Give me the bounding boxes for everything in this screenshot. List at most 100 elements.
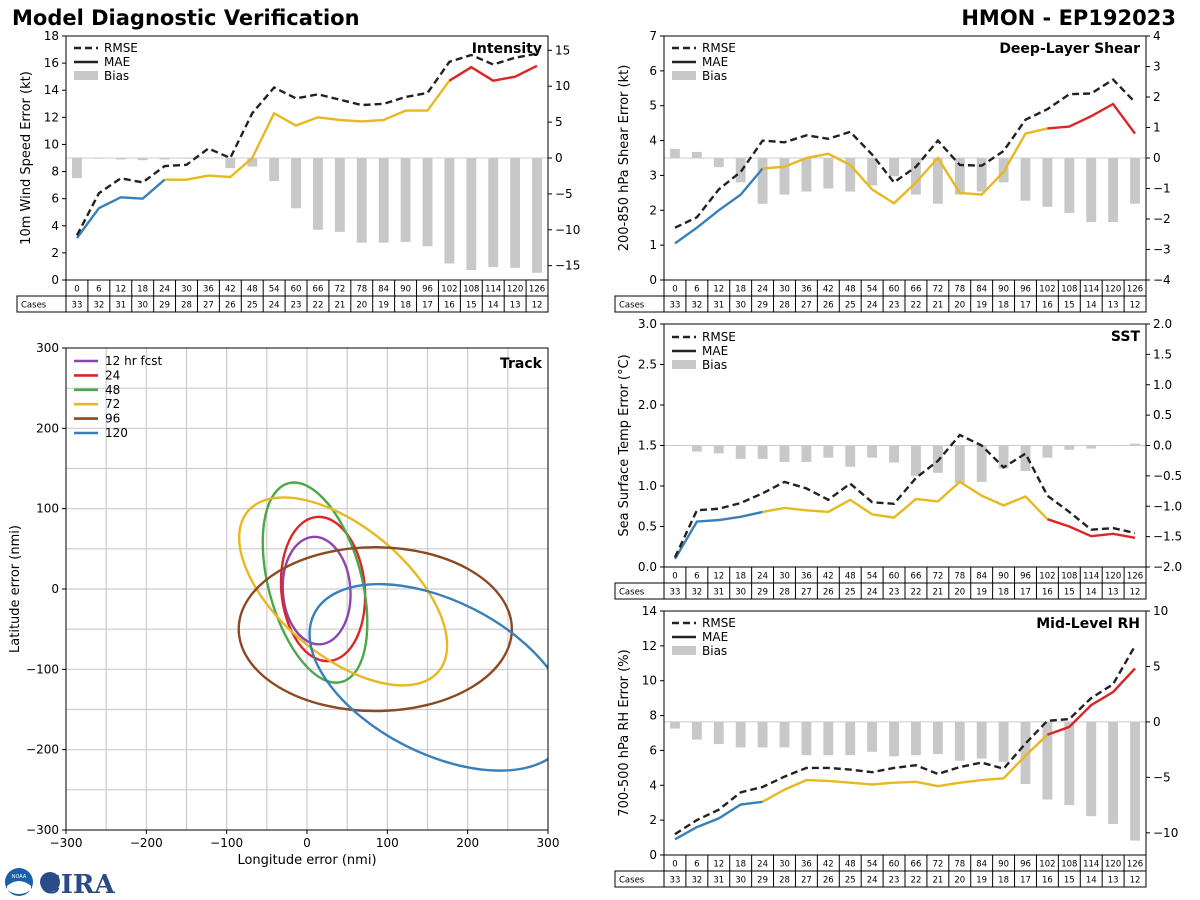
track-ytick-label: 100 <box>36 502 59 516</box>
sst-bias-bar <box>735 445 746 459</box>
shear-bias-bar <box>976 158 987 192</box>
shear-hour-cell: 24 <box>757 285 768 295</box>
shear-bias-bar <box>801 158 812 192</box>
intensity-bias-bar <box>115 158 126 160</box>
intensity-hour-cell: 126 <box>529 285 545 295</box>
rh-bias-bar <box>823 721 834 756</box>
shear-hour-cell: 6 <box>694 285 699 295</box>
sst-cases-cell: 16 <box>1042 588 1053 598</box>
sst-hour-cell: 30 <box>779 572 790 582</box>
sst-bias-bar <box>779 445 790 462</box>
sst-panel: 0.0 0.5 1.0 1.5 2.0 2.5 3.0 −2.0 −1.5 −1.0 −0.5 0.0… <box>614 317 1182 600</box>
rh-cases-cell: 23 <box>889 876 900 886</box>
shear-legend-rmse-label: RMSE <box>702 41 736 55</box>
intensity-y2tick-label: −10 <box>555 223 580 237</box>
sst-bias-bar <box>998 445 1009 469</box>
track-legend-label: 120 <box>105 426 128 440</box>
track-panel: −300−300 −200 −200 −100 −100 0 0 100 100 200 200 30… <box>8 341 559 868</box>
intensity-bias-bar <box>225 158 236 169</box>
intensity-bias-bar <box>378 158 389 243</box>
track-legend-label: 48 <box>105 383 120 397</box>
sst-cases-cell: 31 <box>713 588 724 598</box>
shear-hour-cell: 120 <box>1105 285 1121 295</box>
rh-cases-cell: 15 <box>1064 876 1075 886</box>
intensity-bias-bar <box>400 158 411 242</box>
sst-hour-cell: 36 <box>801 572 812 582</box>
sst-panel-title: SST <box>1111 329 1141 345</box>
sst-hour-cell: 18 <box>735 572 746 582</box>
rh-hour-cell: 78 <box>954 860 965 870</box>
intensity-bias-bar <box>488 158 499 268</box>
rh-cases-cell: 21 <box>932 876 943 886</box>
intensity-cases-cell: 28 <box>181 301 192 311</box>
rh-bias-bar <box>845 721 856 756</box>
shear-cases-cell: 30 <box>735 301 746 311</box>
sst-hour-cell: 108 <box>1061 572 1077 582</box>
sst-bias-bar <box>691 445 702 452</box>
sst-bias-bar <box>757 445 768 459</box>
intensity-hour-cell: 30 <box>181 285 192 295</box>
sst-bias-bar <box>1086 445 1097 449</box>
shear-cases-cell: 27 <box>801 301 812 311</box>
sst-cases-cell: 17 <box>1020 588 1031 598</box>
shear-ytick-label: 5 <box>649 99 657 113</box>
track-ylabel: Latitude error (nmi) <box>8 525 23 653</box>
rh-ylabel: 700-500 hPa RH Error (%) <box>617 649 632 816</box>
shear-bias-bar <box>713 158 724 168</box>
sst-cases-cell: 23 <box>889 588 900 598</box>
shear-cases-cell: 13 <box>1108 301 1119 311</box>
shear-hour-cell: 0 <box>672 285 677 295</box>
rh-bias-bar <box>1130 721 1140 841</box>
rh-ytick-label: 4 <box>649 778 657 792</box>
shear-cases-cell: 12 <box>1130 301 1141 311</box>
sst-cases-cell: 12 <box>1130 588 1141 598</box>
intensity-mae-line-segment <box>164 79 451 181</box>
shear-cases-cell: 19 <box>976 301 987 311</box>
shear-cases-cell: 20 <box>954 301 965 311</box>
shear-y2tick-label: −1 <box>1153 182 1171 196</box>
sst-bias-bar <box>845 445 856 467</box>
rh-bias-bar <box>1020 721 1031 785</box>
sst-ytick-label: 2.0 <box>638 398 657 412</box>
sst-bias-bar <box>670 445 680 446</box>
track-ellipse-group <box>237 481 548 772</box>
track-xtick-label: 100 <box>376 836 399 850</box>
shear-hour-cell: 102 <box>1039 285 1055 295</box>
rh-hour-cell: 18 <box>735 860 746 870</box>
shear-cases-cell: 21 <box>932 301 943 311</box>
intensity-hour-cell: 0 <box>74 285 79 295</box>
sst-hour-cell: 0 <box>672 572 677 582</box>
sst-y2tick-label: −1.5 <box>1153 530 1182 544</box>
shear-bias-bar <box>911 158 921 195</box>
intensity-y2tick-label: −15 <box>555 259 580 273</box>
shear-ytick-label: 4 <box>649 134 657 148</box>
rh-mae-line-segment <box>674 800 763 841</box>
intensity-y2tick-label: −5 <box>555 187 573 201</box>
intensity-mae-line-segment <box>448 64 538 82</box>
rh-legend-bias-label: Bias <box>702 644 727 658</box>
shear-bias-bar <box>932 158 943 204</box>
track-panel-title: Track <box>500 356 543 372</box>
sst-cases-cell: 20 <box>954 588 965 598</box>
rh-cases-cell: 22 <box>911 876 922 886</box>
shear-bias-bar <box>779 158 790 195</box>
shear-panel-title: Deep-Layer Shear <box>999 41 1140 57</box>
shear-y2tick-label: 1 <box>1153 121 1161 135</box>
shear-legend-mae-label: MAE <box>702 55 728 69</box>
shear-hour-cell: 36 <box>801 285 812 295</box>
rh-bias-bar <box>1108 721 1119 824</box>
intensity-cases-cell: 23 <box>291 301 302 311</box>
rh-bias-bar <box>1042 721 1053 800</box>
sst-bias-bar <box>976 445 987 482</box>
rh-hour-cell: 66 <box>911 860 922 870</box>
intensity-hour-cell: 102 <box>441 285 457 295</box>
shear-ylabel: 200-850 hPa Shear Error (kt) <box>617 65 632 252</box>
intensity-hour-cell: 120 <box>507 285 523 295</box>
intensity-legend-rmse-label: RMSE <box>104 41 138 55</box>
rh-hour-cell: 102 <box>1039 860 1055 870</box>
sst-cases-label: Cases <box>619 588 645 598</box>
rh-bias-bar <box>1064 721 1075 806</box>
sst-bias-bar <box>954 445 965 484</box>
sst-ytick-label: 0.0 <box>638 560 657 574</box>
rh-hour-cell: 36 <box>801 860 812 870</box>
